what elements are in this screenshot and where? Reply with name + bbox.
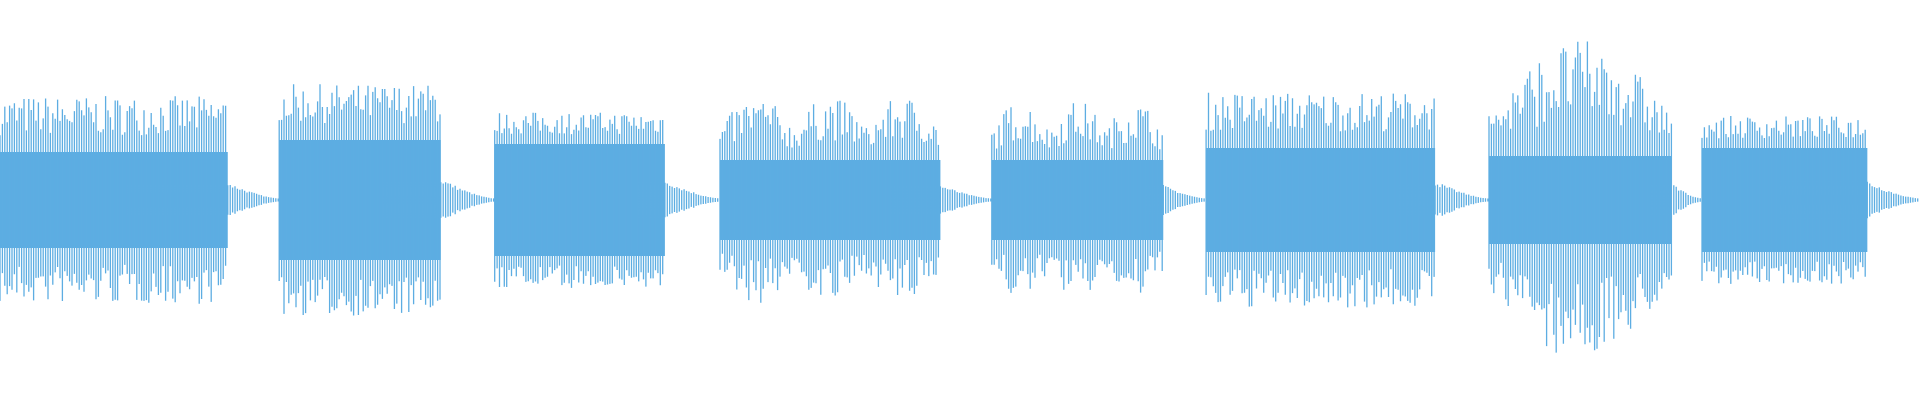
- waveform-segment-7: [1488, 41, 1701, 353]
- waveform-segment-8: [1701, 116, 1919, 284]
- waveform-segment-4: [719, 100, 992, 303]
- waveform-peaks: [719, 100, 992, 303]
- waveform-segment-1: [0, 96, 279, 304]
- waveform-peaks: [278, 84, 495, 316]
- waveform-peaks: [1488, 41, 1701, 353]
- waveform-peaks: [1701, 116, 1919, 284]
- waveform-segment-2: [278, 84, 495, 316]
- waveform-segment-5: [991, 103, 1205, 293]
- waveform-peaks: [991, 103, 1205, 293]
- waveform-segment-6: [1205, 92, 1489, 308]
- waveform-peaks: [1205, 92, 1489, 308]
- waveform-peaks: [0, 96, 279, 304]
- waveform-core: [494, 144, 665, 256]
- waveform-core: [1702, 148, 1868, 252]
- waveform-peaks: [494, 112, 719, 288]
- waveform-segment-3: [494, 112, 719, 288]
